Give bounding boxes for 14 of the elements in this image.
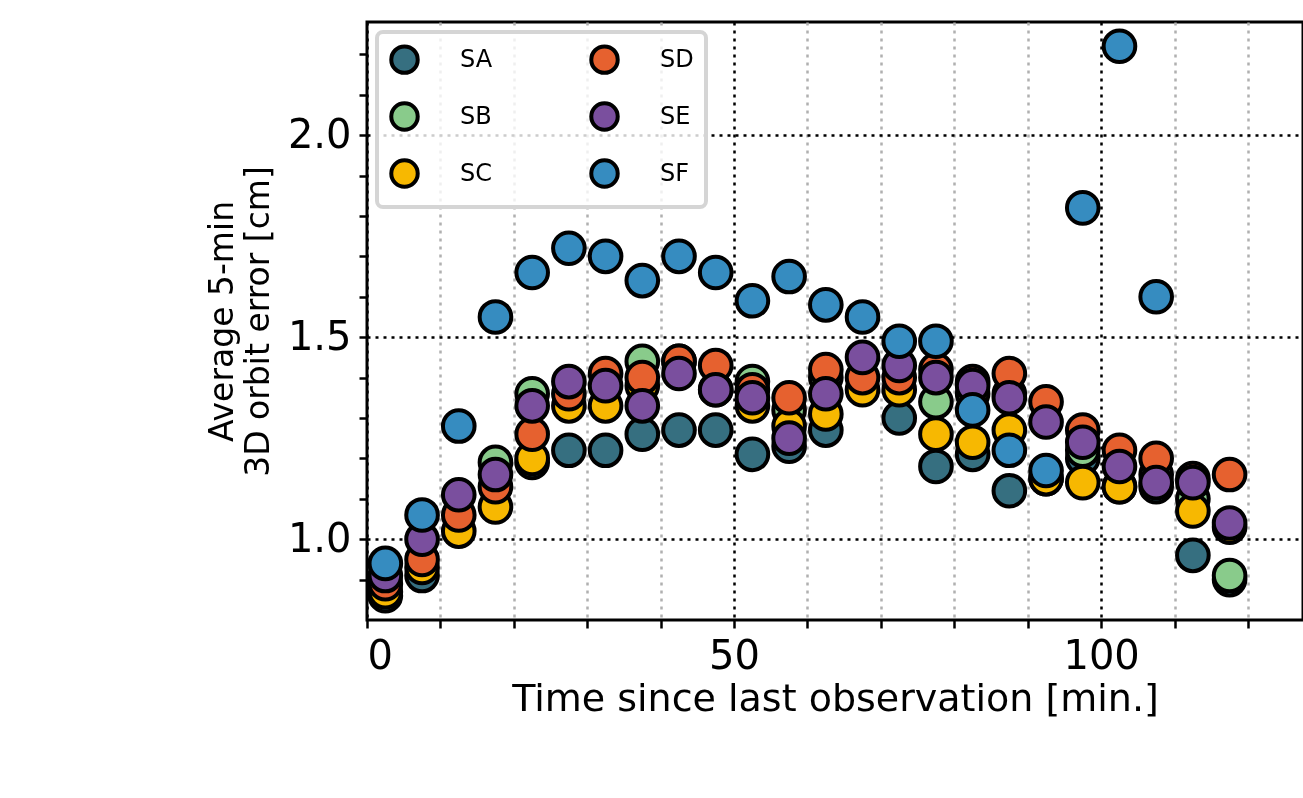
legend-label: SA (460, 44, 493, 73)
x-tick-label: 50 (709, 631, 761, 678)
legend-label: SD (660, 44, 694, 73)
y-tick-label: 1.0 (287, 514, 352, 561)
x-tick-label: 100 (1063, 631, 1140, 678)
x-tick-label: 0 (367, 631, 393, 678)
y-tick-label: 2.0 (287, 110, 352, 157)
y-tick-label: 1.5 (287, 312, 352, 359)
x-axis-title: Time since last observation [min.] (511, 675, 1159, 720)
legend-label: SB (460, 101, 492, 130)
legend-label: SF (660, 158, 690, 187)
y-axis-title: Average 5-min 3D orbit error [cm] (201, 166, 277, 477)
legend-label: SC (460, 158, 492, 187)
legend-label: SE (660, 101, 691, 130)
